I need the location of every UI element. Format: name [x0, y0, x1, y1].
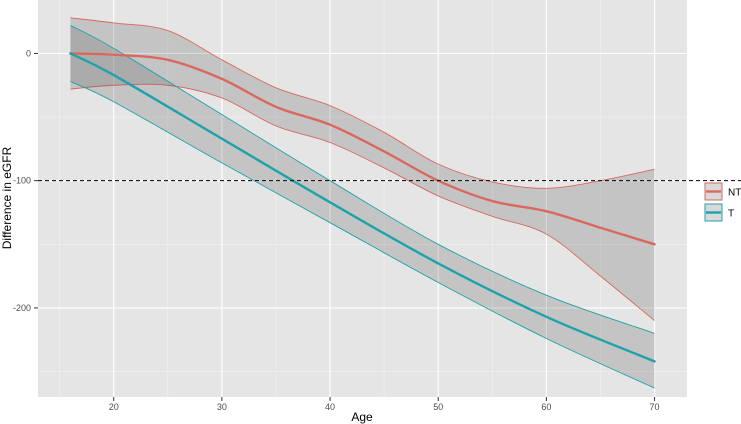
y-tick-label: -200: [13, 303, 31, 313]
x-axis-label: Age: [351, 410, 373, 424]
confidence-ribbons: [70, 17, 655, 389]
grid-major: [38, 0, 687, 397]
series-lines: [69, 52, 656, 363]
axis-ticks: [34, 52, 656, 401]
line-t: [69, 52, 656, 363]
x-tick-label: 60: [541, 402, 551, 412]
y-axis-label: Difference in eGFR: [0, 146, 14, 249]
ribbon-t: [70, 25, 655, 389]
legend-label-t: T: [728, 209, 734, 220]
line-nt: [69, 52, 656, 246]
ribbon-upper-nt: [70, 17, 655, 189]
grid-minor: [38, 0, 687, 397]
x-tick-labels: 20 30 40 50 60 70: [109, 402, 660, 412]
ribbon-lower-t: [70, 81, 655, 389]
ribbon-lower-nt: [70, 83, 655, 321]
y-tick-labels: 0 -100 -200: [13, 48, 31, 312]
legend-label-nt: NT: [728, 188, 741, 199]
x-tick-label: 40: [325, 402, 335, 412]
ribbon-nt: [70, 17, 655, 321]
x-tick-label: 70: [650, 402, 660, 412]
y-tick-label: 0: [26, 48, 31, 58]
ribbon-upper-t: [70, 25, 655, 334]
x-tick-label: 30: [217, 402, 227, 412]
x-tick-label: 20: [109, 402, 119, 412]
legend: NT T: [704, 182, 741, 222]
y-tick-label: -100: [13, 176, 31, 186]
x-tick-label: 50: [433, 402, 443, 412]
